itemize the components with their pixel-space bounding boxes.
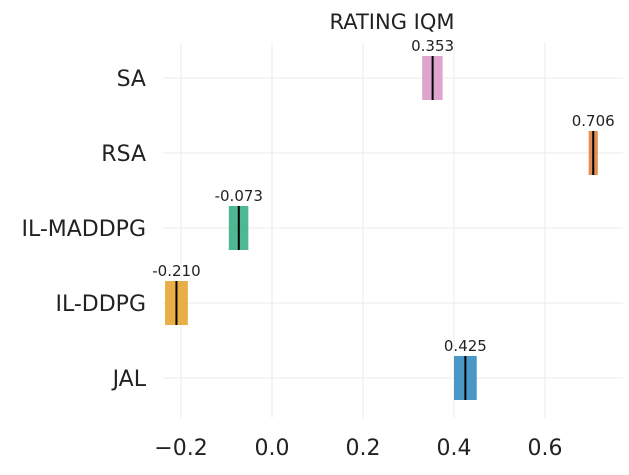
value-label-sa: 0.353	[411, 37, 454, 55]
x-tick-label: −0.2	[154, 436, 207, 461]
y-tick-label: IL-DDPG	[56, 292, 147, 317]
value-label-rsa: 0.706	[572, 112, 615, 130]
x-tick-label: 0.4	[437, 436, 472, 461]
value-label-il-ddpg: -0.210	[152, 262, 200, 280]
value-label-il-maddpg: -0.073	[215, 187, 263, 205]
y-tick-label: SA	[117, 67, 146, 92]
y-tick-label: RSA	[101, 142, 146, 167]
x-tick-label: 0.0	[255, 436, 290, 461]
bars-layer	[165, 56, 598, 400]
y-tick-label: IL-MADDPG	[21, 217, 146, 242]
x-tick-label: 0.6	[528, 436, 563, 461]
grid-layer	[163, 42, 623, 418]
chart-title: RATING IQM	[330, 10, 455, 34]
labels-layer: 0.353 0.706 -0.073 -0.210 0.425	[152, 37, 614, 355]
x-tick-label: 0.2	[346, 436, 381, 461]
y-tick-labels: SA RSA IL-MADDPG IL-DDPG JAL	[21, 67, 146, 392]
value-label-jal: 0.425	[444, 337, 487, 355]
x-tick-labels: −0.2 0.0 0.2 0.4 0.6	[154, 436, 562, 461]
y-tick-label: JAL	[111, 367, 147, 392]
